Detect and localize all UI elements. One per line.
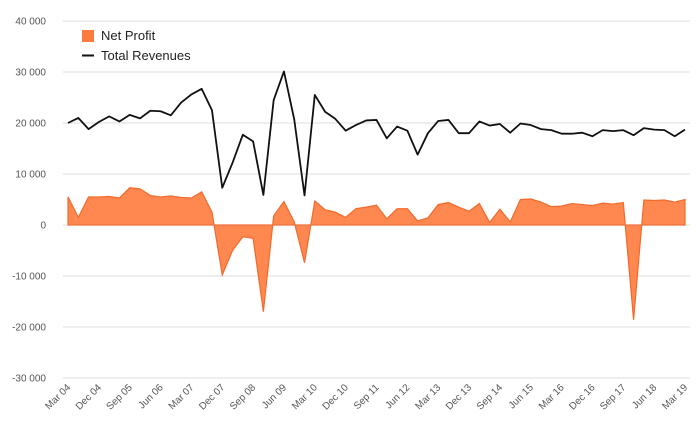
x-tick-label: Mar 04 — [43, 382, 73, 412]
x-tick-label: Sep 17 — [598, 382, 628, 412]
legend-label-total-revenues: Total Revenues — [101, 48, 191, 63]
y-axis-tick-labels: -30 000 -20 000 -10 000 0 10 000 20 000 30 000… — [12, 17, 46, 385]
legend: Net Profit Total Revenues — [82, 28, 191, 63]
x-tick-label: Jun 09 — [260, 382, 289, 411]
x-tick-label: Dec 10 — [321, 382, 351, 412]
x-tick-label: Dec 04 — [74, 382, 104, 412]
x-tick-label: Sep 11 — [352, 382, 382, 412]
y-tick-label: 40 000 — [15, 17, 46, 28]
x-tick-label: Dec 16 — [567, 382, 597, 412]
x-tick-label: Dec 07 — [197, 382, 227, 412]
x-tick-label: Jun 15 — [507, 382, 536, 411]
y-tick-label: 20 000 — [15, 119, 46, 130]
x-tick-label: Mar 07 — [167, 382, 197, 412]
x-tick-label: Mar 13 — [414, 382, 444, 412]
x-tick-label: Sep 05 — [105, 382, 135, 412]
x-tick-label: Mar 16 — [537, 382, 567, 412]
x-tick-label: Jun 06 — [137, 382, 166, 411]
y-tick-label: -20 000 — [12, 323, 46, 334]
x-tick-label: Jun 18 — [630, 382, 659, 411]
x-tick-label: Mar 19 — [660, 382, 690, 412]
x-tick-label: Sep 08 — [228, 382, 258, 412]
y-tick-label: -10 000 — [12, 272, 46, 283]
x-tick-label: Dec 13 — [444, 382, 474, 412]
legend-label-net-profit: Net Profit — [101, 28, 156, 43]
x-axis-tick-labels: Mar 04 Dec 04 Sep 05 Jun 06 Mar 07 Dec 07 Sep … — [43, 382, 690, 413]
y-tick-label: -30 000 — [12, 374, 46, 385]
x-tick-label: Jun 12 — [383, 382, 412, 411]
x-tick-label: Mar 10 — [290, 382, 320, 412]
total-revenues-series — [67, 70, 686, 197]
legend-swatch-net-profit — [82, 30, 94, 42]
net-profit-series — [67, 187, 686, 320]
y-tick-label: 0 — [40, 221, 46, 232]
x-tick-label: Sep 14 — [475, 382, 505, 412]
y-tick-label: 30 000 — [15, 68, 46, 79]
total-revenues-line — [67, 70, 686, 197]
y-tick-label: 10 000 — [15, 170, 46, 181]
net-profit-area — [67, 187, 686, 320]
